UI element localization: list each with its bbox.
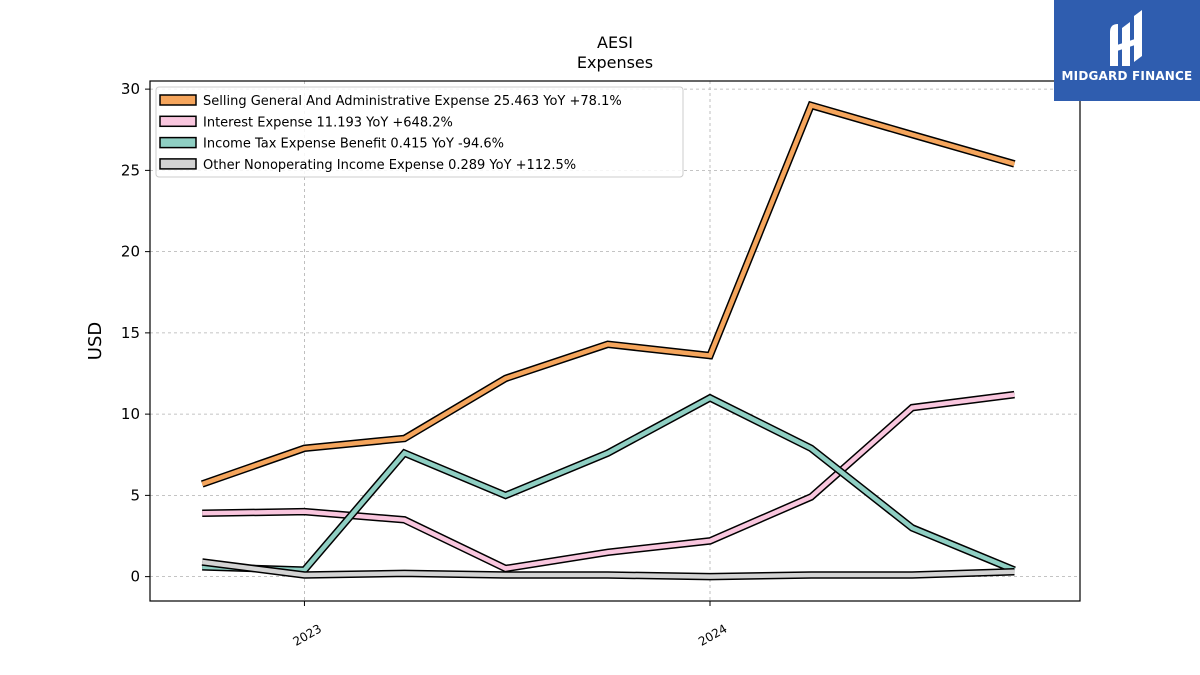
y-tick-label: 0 [130,568,140,586]
y-axis-label: USD [85,322,106,360]
logo-mark-icon [1110,10,1142,66]
legend-label: Selling General And Administrative Expen… [203,94,622,109]
legend-box [155,86,684,178]
legend-label: Interest Expense 11.193 YoY +648.2% [203,115,453,130]
series-line-0 [201,102,1016,487]
plot-frame [149,80,1081,602]
y-tick-label: 15 [121,324,140,342]
brand-logo: MIDGARD FINANCE [1054,0,1200,101]
legend-label: Other Nonoperating Income Expense 0.289 … [203,158,576,173]
chart-subtitle: Expenses [577,53,653,72]
x-tick-label: 2024 [696,621,729,648]
x-tick-label: 2023 [290,621,323,648]
series-line-1 [202,392,1015,571]
x-axis: 2023 2024 [290,601,730,649]
legend-swatch [159,158,197,170]
legend-swatch [159,94,197,106]
legend-label: Income Tax Expense Benefit 0.415 YoY -94… [203,137,504,152]
logo-text: MIDGARD FINANCE [1061,69,1193,83]
y-tick-label: 5 [130,486,140,504]
y-tick-label: 30 [121,80,140,98]
y-tick-label: 25 [121,161,140,179]
series-line-2 [202,395,1016,573]
y-tick-label: 20 [121,243,140,261]
legend-swatch [159,136,197,149]
series-line-3 [201,559,1015,579]
chart-title: AESI [597,33,633,52]
y-axis: 0 5 10 15 20 25 30 [121,80,150,586]
legend-swatch [159,115,197,128]
y-tick-label: 10 [121,405,140,423]
series-lines [200,100,1016,581]
legend: Selling General And Administrative Expen… [155,86,684,178]
